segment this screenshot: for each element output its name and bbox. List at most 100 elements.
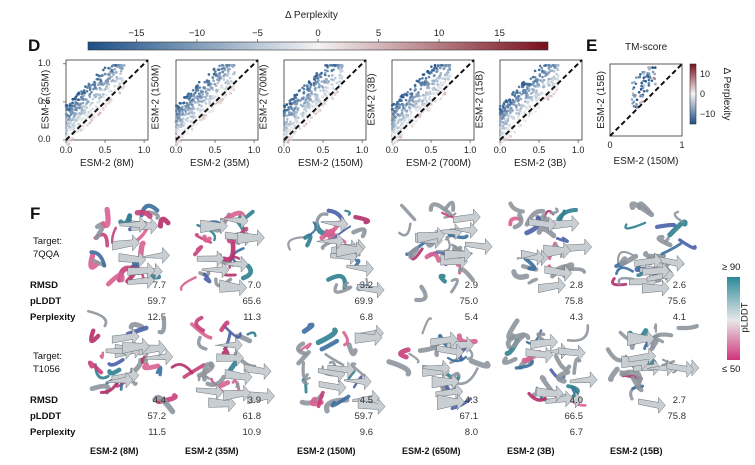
scatter-point — [550, 80, 553, 84]
panel-e-colorbar-title: Δ Perplexity — [721, 68, 732, 121]
scatter-point — [521, 118, 525, 122]
scatter-point — [321, 103, 325, 107]
scatter-point — [174, 129, 178, 132]
scatter-point — [283, 131, 287, 134]
scatter-point — [202, 116, 205, 119]
model-label: ESM-2 (150M) — [297, 446, 356, 456]
scatter-point — [521, 81, 524, 85]
identity-line — [65, 59, 149, 141]
scatter-point — [70, 129, 74, 132]
scatter-point — [80, 106, 84, 109]
scatter-point — [499, 108, 502, 111]
scatter-point — [286, 138, 289, 141]
scatter-point — [216, 94, 220, 98]
scatter-point — [290, 102, 294, 106]
scatter-point — [195, 121, 199, 125]
target-label: Target: T1056 — [33, 350, 62, 376]
scatter-point — [638, 101, 642, 105]
scatter-point — [405, 102, 408, 106]
scatter-point — [436, 69, 439, 73]
scatter-point — [337, 68, 341, 71]
scatter-point — [327, 91, 331, 95]
scatter-point — [318, 109, 322, 112]
scatter-point — [229, 83, 232, 87]
scatter-point — [184, 104, 187, 108]
metric-value-plddt: 59.7 — [354, 411, 374, 422]
scatter-point — [540, 79, 544, 83]
scatter-point — [294, 117, 297, 120]
scatter-point — [214, 95, 217, 98]
x-tick-label: 0.0 — [386, 145, 399, 155]
scatter-xlabel: ESM-2 (8M) — [80, 158, 134, 169]
protein-segment — [221, 241, 236, 262]
protein-segment — [643, 250, 667, 259]
scatter-point — [72, 116, 76, 120]
beta-strand — [464, 237, 493, 256]
scatter-point — [392, 120, 396, 123]
protein-segment — [99, 351, 105, 359]
y-tick-label: 1.0 — [38, 57, 51, 68]
scatter-point — [181, 129, 185, 132]
scatter-point — [215, 89, 219, 93]
protein-segment — [428, 202, 452, 216]
scatter-point — [230, 64, 233, 67]
scatter-point — [212, 72, 216, 76]
protein-segment — [196, 335, 208, 351]
panel-d-letter: D — [28, 36, 41, 55]
scatter-point — [297, 122, 300, 125]
protein-segment — [301, 322, 315, 334]
scatter-point — [186, 119, 190, 123]
scatter-point — [288, 129, 292, 132]
scatter-point — [647, 81, 651, 85]
scatter-point — [119, 72, 122, 76]
scatter-point — [425, 100, 429, 103]
scatter-point — [638, 75, 642, 79]
scatter-point — [428, 95, 432, 99]
x-tick-label: 1.0 — [356, 145, 369, 155]
scatter-point — [122, 84, 126, 88]
scatter-point — [282, 143, 286, 147]
protein-segment — [660, 242, 683, 256]
scatter-point — [106, 79, 110, 83]
scatter-point — [186, 103, 189, 107]
scatter-point — [181, 124, 185, 128]
scatter-point — [405, 93, 408, 96]
scatter-point — [231, 85, 235, 89]
scatter-point — [71, 137, 75, 141]
scatter-ylabel: ESM-2 (15B) — [474, 70, 486, 129]
protein-segment — [607, 366, 620, 382]
scatter-point — [546, 89, 549, 93]
scatter-point — [282, 109, 286, 113]
scatter-point — [283, 122, 286, 125]
protein-segment — [611, 277, 628, 287]
protein-segment — [524, 208, 546, 227]
scatter-point — [519, 106, 523, 110]
protein-segment — [315, 327, 338, 346]
scatter-point — [547, 71, 551, 75]
scatter-point — [499, 120, 502, 123]
protein-segment — [653, 323, 658, 333]
scatter-point — [432, 74, 436, 78]
protein-segment — [158, 216, 171, 229]
scatter-point — [419, 82, 422, 85]
scatter-point — [537, 93, 540, 96]
scatter-point — [338, 80, 341, 83]
scatter-point — [396, 112, 399, 116]
scatter-point — [196, 107, 200, 111]
scatter-point — [181, 112, 185, 115]
protein-structure — [296, 322, 386, 416]
scatter-point — [299, 99, 302, 102]
scatter-point — [309, 109, 313, 112]
scatter-point — [436, 85, 440, 89]
beta-strand — [247, 387, 275, 405]
protein-structure — [88, 203, 171, 290]
scatter-point — [507, 114, 510, 118]
scatter-point — [438, 77, 441, 80]
scatter-point — [400, 93, 404, 97]
scatter-point — [317, 85, 321, 89]
scatter-point — [67, 108, 71, 112]
scatter-point — [409, 95, 413, 99]
scatter-point — [551, 76, 555, 79]
scatter-point — [529, 92, 533, 95]
scatter-point — [537, 68, 541, 72]
